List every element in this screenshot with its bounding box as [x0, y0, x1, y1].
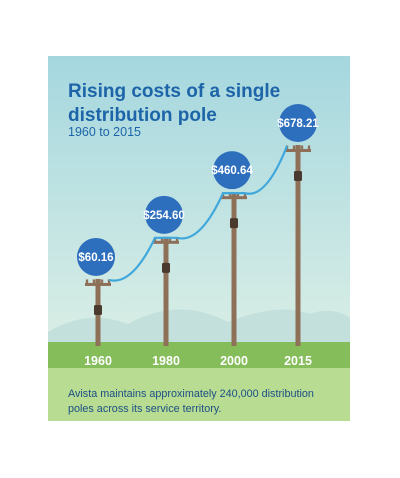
subtitle: 1960 to 2015 — [68, 125, 141, 139]
value-bubble-2015 — [279, 104, 317, 142]
power-line-wire — [108, 145, 289, 282]
pole-cost-chart: $60.16 $254.60 $460.64 $678.21 1960 1980 2000… — [48, 56, 350, 421]
pole-transformer — [230, 218, 238, 229]
pole-insulator — [307, 145, 311, 150]
pole-insulator — [228, 192, 232, 197]
pole-crossarm — [85, 282, 111, 286]
value-bubble-2000 — [213, 151, 251, 190]
pole-crossarm — [285, 149, 311, 152]
infographic-card: $60.16 $254.60 $460.64 $678.21 1960 1980 2000… — [48, 56, 350, 421]
pole-crossarm — [221, 196, 247, 200]
pole-transformer — [162, 262, 170, 273]
value-label-1980: $254.60 — [143, 210, 185, 222]
pole-insulator — [243, 192, 247, 197]
pole-transformer — [94, 304, 102, 315]
year-label-1960: 1960 — [84, 354, 112, 368]
value-label-2000: $460.64 — [211, 165, 253, 177]
pole-insulator — [92, 279, 96, 284]
pole-crossarm — [153, 240, 179, 244]
lower-grass-area — [48, 368, 350, 421]
pole-insulator — [100, 279, 104, 284]
value-bubble-1960 — [77, 237, 115, 276]
pole-insulator — [236, 192, 240, 197]
footnote: Avista maintains approximately 240,000 d… — [68, 388, 314, 415]
pole-insulator — [292, 145, 296, 150]
pole-insulator — [85, 279, 89, 284]
pole-insulator — [168, 237, 172, 242]
pole-insulator — [107, 279, 111, 284]
value-label-1960: $60.16 — [78, 252, 113, 264]
year-label-2015: 2015 — [284, 354, 312, 368]
pole-1980 — [163, 236, 169, 346]
page-title: Rising costs of a single distribution po… — [68, 81, 281, 126]
pole-insulator — [175, 237, 179, 242]
pole-insulator — [300, 145, 304, 150]
pole-insulator — [160, 237, 164, 242]
pole-transformer — [294, 171, 302, 181]
pole-2015 — [295, 145, 301, 346]
value-label-2015: $678.21 — [277, 118, 319, 130]
value-bubble-1980 — [145, 195, 183, 234]
pole-2000 — [231, 192, 237, 346]
year-label-2000: 2000 — [220, 354, 248, 368]
year-label-1980: 1980 — [152, 354, 180, 368]
